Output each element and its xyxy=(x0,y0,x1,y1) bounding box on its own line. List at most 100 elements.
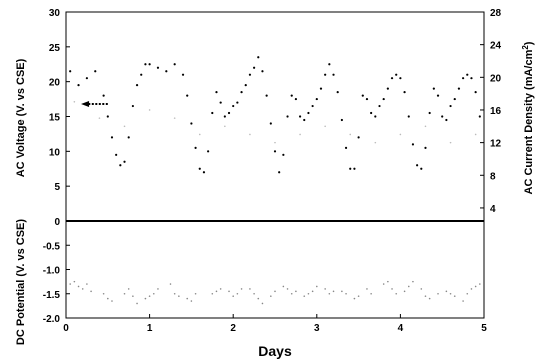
dc-potential-point xyxy=(479,283,481,285)
dc-potential-point xyxy=(357,295,360,297)
dc-potential-point xyxy=(466,292,469,295)
dc-potential-point xyxy=(107,297,109,300)
ac-voltage-point xyxy=(253,66,256,69)
upper-y-tick-label: 10 xyxy=(49,147,61,158)
x-tick-label: 2 xyxy=(230,323,236,334)
ac-voltage-point xyxy=(382,97,385,101)
dc-potential-point xyxy=(111,300,113,302)
dc-potential-point xyxy=(69,283,71,285)
upper-y-tick-label: 5 xyxy=(54,182,60,193)
dc-potential-point xyxy=(445,290,448,293)
ac-voltage-point xyxy=(219,101,222,104)
ac-current-density-point xyxy=(148,109,151,111)
dc-potential-point xyxy=(194,292,197,295)
ac-voltage-point xyxy=(282,153,285,156)
ac-voltage-point xyxy=(336,91,339,94)
ac-voltage-point xyxy=(290,94,293,97)
lower-y-axis-title: DC Potential (V. vs CSE) xyxy=(15,219,27,345)
ac-voltage-point xyxy=(215,91,218,94)
ac-voltage-point xyxy=(361,94,364,97)
dc-potential-point xyxy=(324,288,326,290)
ac-current-density-point xyxy=(249,133,251,136)
ac-voltage-point xyxy=(466,73,469,76)
dc-potential-point xyxy=(387,280,389,283)
ac-voltage-point xyxy=(115,153,118,156)
right-y-tick-label: 16 xyxy=(490,106,502,117)
ac-current-density-point xyxy=(123,125,126,128)
dc-potential-point xyxy=(169,283,172,285)
ac-voltage-point xyxy=(353,167,356,170)
ac-voltage-point xyxy=(399,77,402,80)
dc-potential-point xyxy=(366,288,368,290)
ac-current-density-point xyxy=(474,133,477,136)
dc-potential-point xyxy=(424,295,427,297)
ac-voltage-point xyxy=(144,63,147,66)
lower-y-tick-label: -1.0 xyxy=(43,266,61,277)
dc-potential-point xyxy=(332,290,335,293)
arrow-head-icon xyxy=(81,100,90,107)
dc-potential-point xyxy=(407,285,410,288)
dc-potential-point xyxy=(290,292,293,295)
ac-voltage-point xyxy=(119,164,122,167)
upper-y-tick-label: 20 xyxy=(49,78,61,89)
annotation-layer xyxy=(81,100,108,107)
upper-y-tick-label: 15 xyxy=(49,113,61,124)
dc-potential-point xyxy=(144,297,147,300)
dc-potential-point xyxy=(470,288,473,290)
dc-potential-point xyxy=(90,290,92,293)
dc-potential-point xyxy=(219,288,222,290)
ac-voltage-point xyxy=(319,87,323,90)
dc-potential-point xyxy=(437,292,439,295)
right-y-axis-title-sup: 2 xyxy=(521,45,530,50)
ac-voltage-point xyxy=(328,63,331,66)
right-y-axis-title-end: ) xyxy=(523,41,535,45)
ac-voltage-point xyxy=(307,111,310,115)
dc-potential-point xyxy=(240,288,243,290)
right-y-tick-label: 24 xyxy=(490,41,502,52)
ac-voltage-point xyxy=(69,70,72,73)
ac-voltage-point xyxy=(257,56,260,59)
ac-current-density-point xyxy=(349,133,352,136)
dc-potential-point xyxy=(127,288,130,290)
lower-y-tick-label: -2.0 xyxy=(43,314,61,325)
ac-voltage-point xyxy=(265,94,268,97)
upper-series-layer xyxy=(69,56,481,174)
ac-current-density-point xyxy=(98,117,101,119)
dc-potential-point xyxy=(403,290,406,293)
ac-voltage-point xyxy=(123,160,126,163)
ac-voltage-point xyxy=(357,136,360,139)
dc-potential-point xyxy=(186,297,189,300)
dc-potential-point xyxy=(211,292,214,295)
upper-y-tick-label: 0 xyxy=(54,217,60,228)
ac-voltage-point xyxy=(232,104,235,108)
ac-voltage-point xyxy=(474,91,477,94)
dc-potential-point xyxy=(274,290,276,293)
dc-potential-point xyxy=(412,280,414,283)
dc-potential-point xyxy=(328,292,331,295)
ac-current-density-point xyxy=(324,125,326,128)
dc-potential-point xyxy=(228,290,230,293)
ac-voltage-point xyxy=(428,111,431,115)
x-tick-label: 1 xyxy=(147,323,153,334)
ac-voltage-point xyxy=(298,115,302,118)
ac-voltage-point xyxy=(407,115,410,118)
upper-plot-frame xyxy=(65,11,485,222)
ac-voltage-point xyxy=(365,97,369,101)
x-axis-title: Days xyxy=(258,343,292,359)
ac-voltage-point xyxy=(102,94,105,97)
ac-voltage-point xyxy=(207,150,210,153)
ac-voltage-point xyxy=(186,94,189,97)
lower-series-layer xyxy=(69,280,481,305)
ac-voltage-point xyxy=(374,115,377,118)
ac-current-density-point xyxy=(198,133,201,136)
ac-voltage-point xyxy=(344,146,348,149)
dc-potential-point xyxy=(86,283,88,285)
dc-potential-point xyxy=(428,297,431,300)
ac-voltage-point xyxy=(110,136,114,139)
dc-potential-point xyxy=(253,292,255,295)
ac-voltage-point xyxy=(436,94,440,97)
dc-potential-point xyxy=(307,292,310,295)
ac-voltage-point xyxy=(303,118,306,122)
right-y-tick-label: 20 xyxy=(490,73,502,84)
